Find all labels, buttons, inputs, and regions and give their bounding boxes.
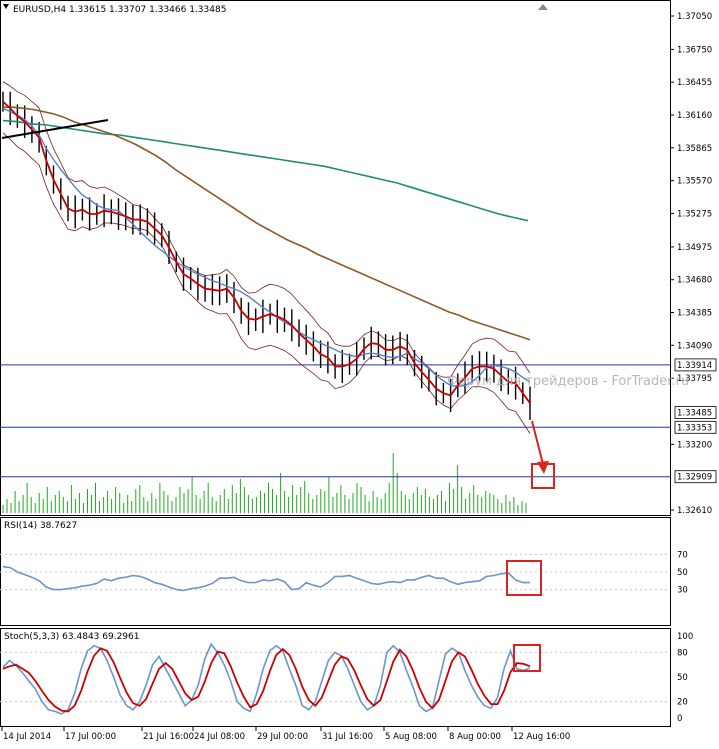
price-label-text: 1.33353 [677, 423, 712, 433]
rsi-title: RSI(14) 38.7627 [4, 521, 77, 531]
time-tick-label: 29 Jul 00:00 [257, 732, 308, 742]
price-tick-label: 1.34680 [677, 276, 712, 286]
time-tick-label: 24 Jul 08:00 [194, 732, 245, 742]
time-tick-label: 12 Aug 16:00 [513, 732, 570, 742]
price-tick-label: 1.36750 [677, 45, 712, 55]
price-label-box [674, 470, 717, 484]
bollinger-lower-line [2, 132, 531, 434]
main-chart-title: EURUSD,H4 1.33615 1.33707 1.33466 1.3348… [13, 5, 226, 15]
stoch-tick-label: 0 [677, 714, 682, 724]
price-label-text: 1.33485 [677, 409, 712, 419]
price-tick-label: 1.37050 [677, 12, 712, 22]
stoch-tick-label: 80 [677, 648, 688, 658]
rsi-tick-label: 70 [677, 550, 688, 560]
price-tick-label: 1.33795 [677, 374, 712, 384]
annotation-arrow-icon [537, 461, 549, 474]
watermark-text: Форум для трейдеров - ForTrader.ru [447, 374, 689, 389]
price-tick-label: 1.34090 [677, 341, 712, 351]
ma-teal-line [2, 119, 529, 222]
price-label-text: 1.32909 [677, 473, 712, 483]
stoch-panel-border [0, 628, 671, 727]
time-axis: 14 Jul 2014 17 Jul 00:00 21 Jul 16:00 24 Ju… [1, 727, 570, 742]
price-label-text: 1.33914 [677, 361, 712, 371]
main-panel-border [0, 0, 671, 516]
stoch-title: Stoch(5,3,3) 63.4843 69.2961 [4, 632, 139, 642]
time-tick-label: 21 Jul 16:00 [143, 732, 194, 742]
trend-line[interactable] [1, 119, 109, 139]
ma-brown-line [3, 106, 531, 341]
rsi-line [2, 565, 530, 592]
price-tick-label: 1.36455 [677, 78, 712, 88]
annotation-arrow-line [531, 420, 545, 469]
price-tick-label: 1.35275 [677, 210, 712, 220]
main-price-panel [0, 81, 670, 513]
price-label-box [674, 406, 717, 420]
stoch-tick-label: 50 [677, 673, 688, 683]
dropdown-triangle-icon[interactable] [3, 4, 9, 9]
stoch-annotation-box [513, 644, 541, 672]
ema-red-line [2, 101, 531, 404]
price-tick-label: 1.34975 [677, 243, 712, 253]
rsi-panel: 70 50 30 [0, 550, 688, 596]
time-tick-label: 8 Aug 00:00 [449, 732, 501, 742]
rsi-annotation-box [506, 560, 542, 596]
annotation-box [531, 463, 555, 489]
price-tick-label: 1.33200 [677, 440, 712, 450]
price-tick-label: 1.36160 [677, 111, 712, 121]
price-tick-label: 1.34385 [677, 309, 712, 319]
price-tick-label: 1.32610 [677, 506, 712, 516]
bollinger-upper-line [2, 81, 531, 378]
price-tick-label: 1.35570 [677, 177, 712, 187]
price-label-box [674, 420, 717, 434]
stoch-panel: 100 80 50 20 0 [0, 632, 693, 724]
price-axis: 1.37050 1.36750 1.36455 1.36160 1.35865 1.355… [670, 12, 717, 516]
ma-blue-line [2, 107, 531, 388]
stoch-signal-line [2, 647, 531, 713]
time-tick-label: 5 Aug 08:00 [385, 732, 437, 742]
rsi-tick-label: 30 [677, 586, 688, 596]
chart-shift-icon[interactable] [538, 4, 548, 10]
time-tick-label: 17 Jul 00:00 [65, 732, 116, 742]
stoch-main-line [2, 642, 531, 715]
price-tick-label: 1.35865 [677, 144, 712, 154]
time-tick-label: 31 Jul 16:00 [322, 732, 373, 742]
rsi-tick-label: 50 [677, 568, 688, 578]
stoch-tick-label: 20 [677, 698, 688, 708]
price-label-box [674, 358, 717, 372]
stoch-tick-label: 100 [677, 632, 693, 642]
time-tick-label: 14 Jul 2014 [3, 732, 51, 742]
